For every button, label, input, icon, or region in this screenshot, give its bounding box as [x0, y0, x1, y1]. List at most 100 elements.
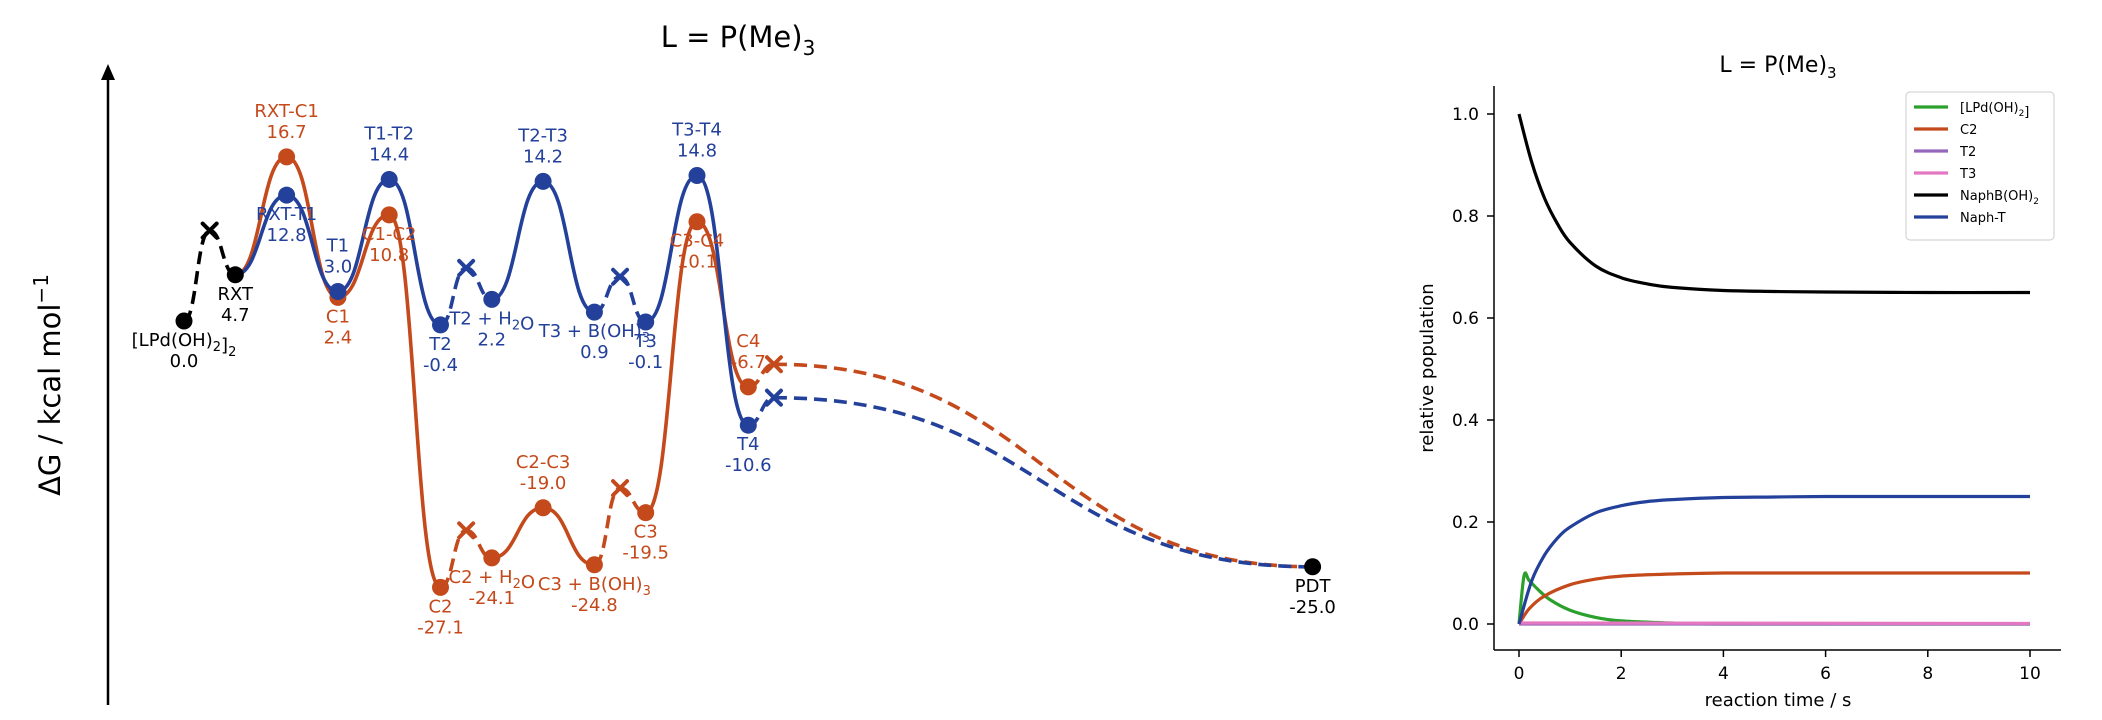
subscript: 2 — [2019, 109, 2025, 119]
t-state-label-name: T1 — [326, 236, 349, 257]
population-x-axis-label: reaction time / s — [1705, 690, 1852, 711]
energy-profile-title-sub: 3 — [803, 36, 816, 60]
label-text: NaphB(OH) — [1960, 189, 2033, 204]
label-text: T3-T4 — [671, 120, 722, 141]
y-tick-label: 0.2 — [1452, 513, 1479, 533]
t-state-marker — [637, 313, 655, 331]
t-path-segment — [286, 193, 339, 294]
t-state-marker — [278, 186, 296, 204]
t-state-label-name: T3-T4 — [671, 120, 722, 141]
t-path-segment — [696, 173, 750, 427]
t-state-label-name: T4 — [736, 434, 759, 455]
t-path-segment — [491, 179, 544, 302]
label-text: C1-C2 — [362, 224, 417, 245]
c-path-dashed — [773, 362, 1313, 569]
energy-axis-label-main: ΔG / kcal mol — [33, 304, 67, 496]
y-tick-label: 0.4 — [1452, 411, 1479, 431]
t-state-label-value: 14.2 — [523, 146, 563, 167]
c-state-marker — [585, 556, 603, 574]
label-text: C4 — [736, 331, 760, 352]
subscript: 2 — [2033, 197, 2039, 207]
t-state-label-name: T3 + B(OH)3 — [538, 321, 650, 346]
t-state-marker — [380, 170, 398, 188]
legend-entry-label: T3 — [1959, 167, 1976, 182]
label-text: ] — [221, 335, 228, 356]
common-state-marker — [1304, 558, 1322, 576]
label-text: C2-C3 — [516, 452, 571, 473]
common-ts-cross-marker-stroke-b — [200, 221, 219, 240]
c-state-label-name: C3 + B(OH)3 — [538, 574, 651, 599]
label-text: PDT — [1295, 576, 1332, 597]
population-plot-title-main: L = P(Me) — [1719, 53, 1827, 78]
t-state-label-name: T2-T3 — [517, 125, 568, 146]
c-state-label-name: C3-C4 — [670, 231, 725, 252]
subscript: 2 — [512, 318, 520, 333]
c-path-segment — [491, 506, 544, 560]
energy-profile-markers — [175, 148, 1322, 596]
label-text: RXT — [218, 284, 255, 305]
label-text: RXT-T1 — [256, 204, 317, 225]
c-state-label-name: C2 + H2O — [449, 567, 536, 593]
t-state-marker — [432, 316, 449, 334]
population-y-axis-label: relative population — [1417, 283, 1438, 452]
t-state-marker — [585, 303, 603, 321]
subscript: 2 — [213, 340, 221, 355]
t-ts-cross-marker-stroke-b — [764, 388, 783, 407]
t-ts-cross-marker — [611, 267, 630, 286]
c-state-label-name: C1-C2 — [362, 224, 417, 245]
t-state-label-value: 0.9 — [580, 342, 609, 363]
c-state-marker — [534, 499, 552, 517]
t-state-label-name: T3 — [633, 331, 656, 352]
t-state-label-value: -0.4 — [423, 355, 458, 376]
t-path-segment — [337, 177, 390, 294]
label-text: C2 + H — [449, 567, 513, 588]
c-ts-cross-marker — [457, 521, 476, 540]
c-state-label-value: -19.5 — [622, 543, 669, 564]
legend-entry-label: NaphB(OH)2 — [1960, 189, 2039, 207]
subscript: 3 — [642, 331, 650, 346]
x-tick-label: 0 — [1514, 664, 1525, 684]
t-ts-cross-marker-stroke-b — [611, 267, 630, 286]
energy-axis-arrowhead — [101, 64, 115, 80]
energy-profile-labels: [LPd(OH)2]20.0RXT4.7PDT-25.0RXT-C116.7C1… — [132, 101, 1336, 639]
label-text: T4 — [736, 434, 759, 455]
population-series-line — [1517, 571, 2030, 625]
c-state-marker — [278, 148, 296, 166]
label-text: [LPd(OH) — [1960, 101, 2019, 116]
c-state-marker — [688, 213, 706, 231]
t-path-segment — [645, 173, 698, 324]
c-state-label-name: C2 — [428, 596, 452, 617]
t-state-label-value: -0.1 — [628, 352, 663, 373]
population-plot-title-sub: 3 — [1827, 64, 1837, 82]
energy-profile-panel: L = P(Me)3 ΔG / kcal mol−1 [LPd(OH)2]20.… — [29, 20, 1336, 705]
x-tick-label: 8 — [1922, 664, 1933, 684]
x-tick-label: 10 — [2019, 664, 2041, 684]
label-text: T3 + B(OH) — [538, 321, 642, 342]
t-ts-cross-marker-stroke-b — [457, 258, 476, 277]
legend-entry-label: C2 — [1960, 123, 1977, 138]
t-state-label-value: 12.8 — [267, 225, 307, 246]
c-state-label-value: 2.4 — [324, 327, 353, 348]
t-state-label-name: RXT-T1 — [256, 204, 317, 225]
c-path-dashed — [593, 486, 621, 567]
c-state-marker — [483, 549, 501, 567]
c-state-label-name: C3 — [634, 522, 658, 543]
c-path-segment — [644, 219, 698, 515]
subscript: 2 — [228, 345, 236, 360]
population-series-line — [1517, 494, 2030, 625]
subscript: 2 — [513, 577, 521, 592]
population-series-lines — [1517, 113, 2031, 626]
energy-profile-title-main: L = P(Me) — [661, 20, 803, 54]
label-text: T1-T2 — [363, 123, 414, 144]
c-ts-cross-marker-stroke-b — [764, 355, 783, 374]
t-state-label-value: 14.4 — [369, 144, 409, 165]
t-state-label-name: T2 + H2O — [448, 308, 534, 334]
x-tick-label: 6 — [1820, 664, 1831, 684]
y-tick-label: 0.0 — [1452, 615, 1479, 635]
t-ts-cross-marker — [764, 388, 783, 407]
common-state-marker — [175, 312, 193, 330]
common-path-segment — [183, 228, 211, 323]
population-plot-title: L = P(Me)3 — [1719, 53, 1836, 82]
